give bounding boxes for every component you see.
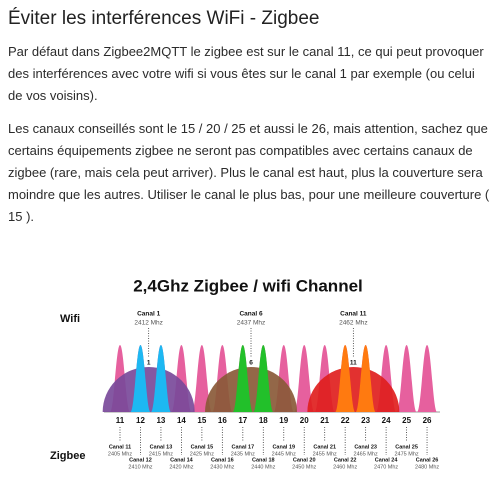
wifi-peak [150, 345, 171, 412]
zigbee-channel-freq: 2445 Mhz [272, 451, 296, 457]
zigbee-channel-name: Canal 25 [395, 444, 418, 450]
wifi-channel-number: 1 [147, 360, 151, 367]
zigbee-channel-name: Canal 19 [272, 444, 295, 450]
zigbee-channel-number: 15 [197, 416, 206, 425]
zigbee-channel-number: 19 [279, 416, 288, 425]
zigbee-channel-freq: 2455 Mhz [313, 451, 337, 457]
zigbee-channel-number: 21 [320, 416, 329, 425]
zigbee-channel-freq: 2475 Mhz [395, 451, 419, 457]
zigbee-channel-name: Canal 13 [150, 444, 173, 450]
zigbee-channel-freq: 2460 Mhz [333, 464, 357, 470]
zigbee-channel-name: Canal 26 [416, 457, 439, 463]
zigbee-peak [417, 345, 438, 412]
zigbee-channel-name: Canal 24 [375, 457, 399, 463]
channel-diagram: 2,4Ghz Zigbee / wifi Channel Wifi Zigbee… [50, 276, 440, 470]
zigbee-channel-number: 17 [238, 416, 247, 425]
zigbee-channel-freq: 2450 Mhz [292, 464, 316, 470]
wifi-label: Wifi [60, 313, 80, 325]
zigbee-peak [294, 345, 315, 412]
zigbee-channel-number: 24 [382, 416, 391, 425]
zigbee-channel-number: 25 [402, 416, 411, 425]
zigbee-peak [396, 345, 417, 412]
wifi-hump [307, 367, 400, 412]
zigbee-channel-number: 26 [423, 416, 432, 425]
zigbee-channel-name: Canal 11 [109, 444, 131, 450]
zigbee-channel-freq: 2420 Mhz [169, 464, 193, 470]
wifi-channel-number: 11 [350, 360, 357, 367]
wifi-channel-freq: 2437 Mhz [237, 320, 266, 327]
wifi-channel-name: Canal 11 [340, 311, 367, 318]
zigbee-channel-name: Canal 16 [211, 457, 234, 463]
zigbee-channel-number: 20 [300, 416, 309, 425]
zigbee-channel-freq: 2410 Mhz [128, 464, 152, 470]
wifi-channel-freq: 2462 Mhz [339, 320, 368, 327]
zigbee-channel-freq: 2415 Mhz [149, 451, 173, 457]
zigbee-channel-freq: 2470 Mhz [374, 464, 398, 470]
zigbee-peak [191, 345, 212, 412]
wifi-channel-number: 6 [249, 360, 253, 367]
heading: Éviter les interférences WiFi - Zigbee [8, 8, 320, 29]
zigbee-channel-name: Canal 18 [252, 457, 275, 463]
wifi-peak [253, 345, 274, 412]
diagram-title: 2,4Ghz Zigbee / wifi Channel [133, 276, 363, 295]
wifi-hump [205, 367, 298, 412]
zigbee-channel-name: Canal 15 [191, 444, 214, 450]
zigbee-channel-number: 22 [341, 416, 350, 425]
paragraph: Les canaux conseillés sont le 15 / 20 / … [8, 121, 490, 224]
zigbee-channel-number: 18 [259, 416, 268, 425]
zigbee-channel-number: 11 [116, 416, 125, 425]
zigbee-label: Zigbee [50, 450, 85, 462]
zigbee-channel-name: Canal 17 [232, 444, 255, 450]
zigbee-channel-number: 14 [177, 416, 186, 425]
zigbee-channel-freq: 2465 Mhz [354, 451, 378, 457]
zigbee-channel-number: 12 [136, 416, 145, 425]
zigbee-channel-freq: 2425 Mhz [190, 451, 214, 457]
wifi-hump [102, 367, 195, 412]
wifi-peak [130, 345, 151, 412]
wifi-peak [232, 345, 253, 412]
zigbee-channel-freq: 2435 Mhz [231, 451, 255, 457]
wifi-peak [355, 345, 376, 412]
zigbee-channel-number: 16 [218, 416, 227, 425]
wifi-channel-freq: 2412 Mhz [134, 320, 163, 327]
zigbee-channel-freq: 2480 Mhz [415, 464, 439, 470]
wifi-peak [335, 345, 356, 412]
zigbee-channel-number: 23 [361, 416, 370, 425]
zigbee-channel-name: Canal 21 [313, 444, 336, 450]
zigbee-channel-number: 13 [156, 416, 165, 425]
zigbee-channel-name: Canal 14 [170, 457, 194, 463]
zigbee-channel-freq: 2430 Mhz [210, 464, 234, 470]
paragraph: Par défaut dans Zigbee2MQTT le zigbee es… [8, 44, 484, 103]
wifi-channel-name: Canal 1 [137, 311, 161, 318]
zigbee-channel-name: Canal 12 [129, 457, 152, 463]
zigbee-channel-name: Canal 22 [334, 457, 357, 463]
zigbee-channel-name: Canal 20 [293, 457, 316, 463]
zigbee-channel-freq: 2405 Mhz [108, 451, 132, 457]
wifi-channel-name: Canal 6 [239, 311, 263, 318]
zigbee-channel-freq: 2440 Mhz [251, 464, 275, 470]
zigbee-channel-name: Canal 23 [354, 444, 377, 450]
